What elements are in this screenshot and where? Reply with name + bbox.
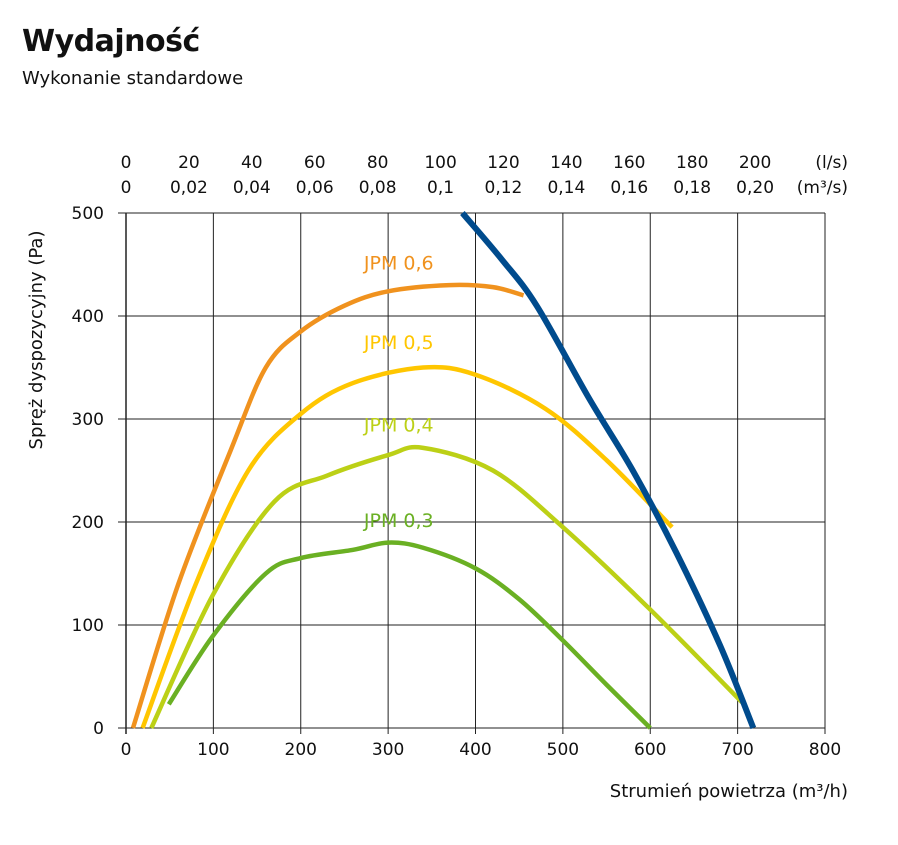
top-tick-label-m3s: 0,02 <box>170 178 208 198</box>
top-tick-label-m3s: 0,04 <box>233 178 271 198</box>
series-line-jpm-0-5 <box>140 364 674 729</box>
top-tick-label-ls: 40 <box>241 153 263 173</box>
top-tick-label-ls: 160 <box>613 153 645 173</box>
y-tick-label: 100 <box>72 616 104 636</box>
series-label: JPM 0,5 <box>363 332 434 354</box>
top-tick-label-m3s: 0,18 <box>673 178 711 198</box>
top-tick-label-ls: 20 <box>178 153 200 173</box>
top-tick-label-ls: 200 <box>739 153 771 173</box>
chart-subtitle: Wykonanie standardowe <box>22 68 244 89</box>
x-tick-label: 300 <box>372 740 404 760</box>
x-tick-label: 600 <box>634 740 666 760</box>
y-tick-label: 0 <box>93 719 104 739</box>
y-tick-label: 300 <box>72 410 104 430</box>
top-tick-label-ls: 100 <box>424 153 456 173</box>
series-label: JPM 0,4 <box>363 414 434 436</box>
y-tick-label: 400 <box>72 307 104 327</box>
top-tick-label-ls: 60 <box>304 153 326 173</box>
top-tick-label-m3s: 0,08 <box>359 178 397 198</box>
x-tick-label: 200 <box>285 740 317 760</box>
series-line-jpm-0-3 <box>166 540 652 730</box>
top-tick-label-ls: 180 <box>676 153 708 173</box>
top-tick-label-m3s: 0,16 <box>610 178 648 198</box>
top-tick-label-ls: 120 <box>487 153 519 173</box>
x-tick-label: 100 <box>197 740 229 760</box>
chart-title: Wydajność <box>22 24 200 59</box>
top-tick-label-m3s: 0,14 <box>547 178 585 198</box>
x-tick-label: 0 <box>121 740 132 760</box>
x-tick-label: 700 <box>721 740 753 760</box>
y-tick-label: 500 <box>72 204 104 224</box>
series-line-jpm-0-4 <box>149 444 744 729</box>
top-tick-label-m3s: 0,12 <box>485 178 523 198</box>
top-tick-label-m3s: 0,06 <box>296 178 334 198</box>
series-label: JPM 0,3 <box>363 510 434 532</box>
x-tick-label: 800 <box>809 740 841 760</box>
series-line-jpm-0-6 <box>130 282 525 729</box>
top-tick-label-ls: 0 <box>121 153 132 173</box>
top-tick-label-m3s: 0 <box>121 178 132 198</box>
series-label: JPM 0,6 <box>363 253 434 275</box>
system-curve-line <box>460 211 757 730</box>
top-tick-label-m3s: 0,1 <box>427 178 454 198</box>
y-tick-label: 200 <box>72 513 104 533</box>
top-tick-label-ls: 140 <box>550 153 582 173</box>
top-tick-label-ls: 80 <box>367 153 389 173</box>
y-axis-label: Spręż dyspozycyjny (Pa) <box>26 231 47 450</box>
x-axis-label: Strumień powietrza (m³/h) <box>610 781 848 802</box>
top-axis-unit-ls: (l/s) <box>815 153 848 173</box>
top-axis-unit-m3s: (m³/s) <box>797 178 848 198</box>
x-tick-label: 400 <box>459 740 491 760</box>
x-tick-label: 500 <box>547 740 579 760</box>
top-tick-label-m3s: 0,20 <box>736 178 774 198</box>
